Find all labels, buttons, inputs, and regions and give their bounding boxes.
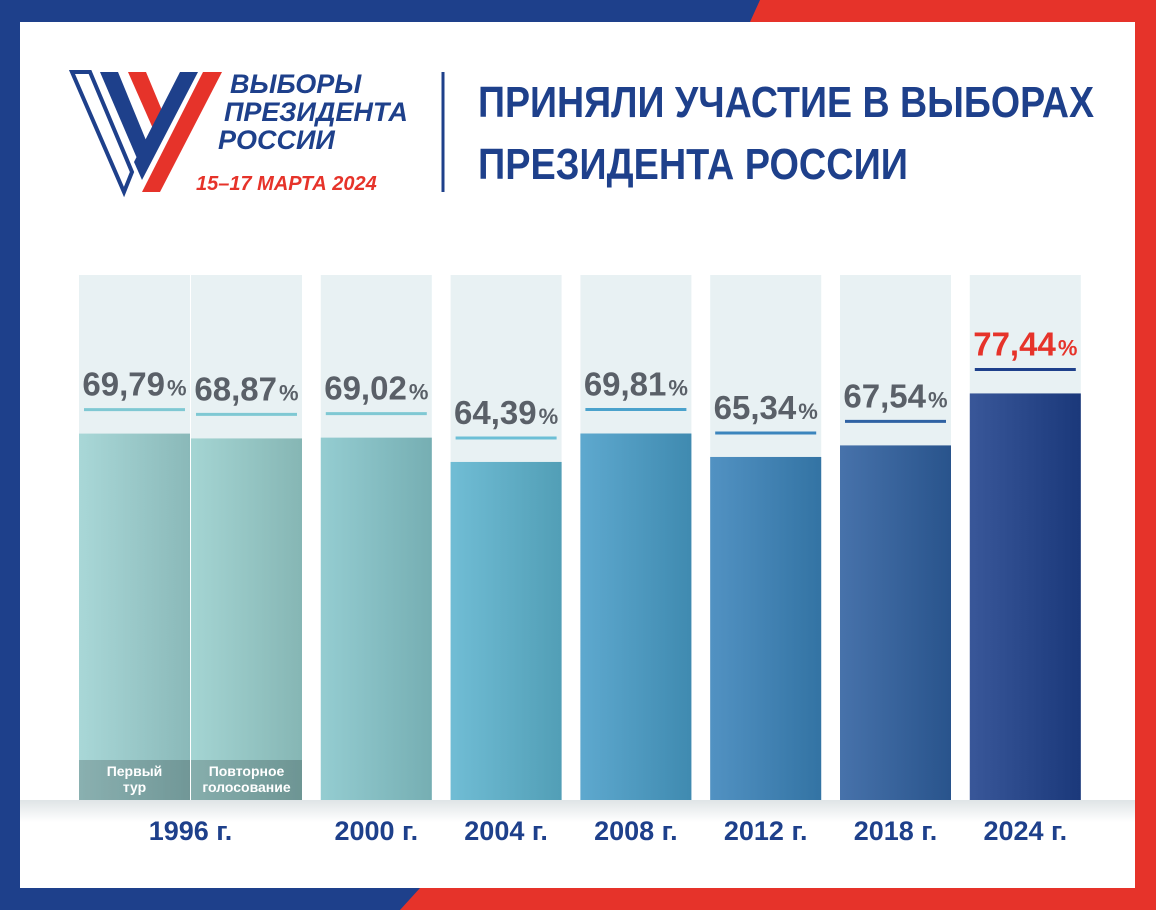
bar-caption: тур xyxy=(123,779,146,795)
value-number: 69,79 xyxy=(82,366,165,403)
value-label: 69,81% xyxy=(584,365,688,402)
value-number: 69,81 xyxy=(584,365,667,402)
title-line: ПРЕЗИДЕНТА РОССИИ xyxy=(478,140,908,189)
category-label: 2024 г. xyxy=(983,816,1067,846)
category-label: 2000 г. xyxy=(334,816,418,846)
title-line: ПРИНЯЛИ УЧАСТИЕ В ВЫБОРАХ xyxy=(478,78,1094,127)
bar-shade xyxy=(969,393,1081,800)
logo-line: РОССИИ xyxy=(218,125,335,155)
value-number: 77,44 xyxy=(973,325,1056,362)
bar-caption-band xyxy=(191,760,302,800)
value-number: 67,54 xyxy=(843,377,926,414)
value-unit: % xyxy=(668,375,688,400)
value-number: 68,87 xyxy=(194,370,277,407)
category-label: 2012 г. xyxy=(724,816,808,846)
logo-line: ВЫБОРЫ xyxy=(230,69,362,99)
value-label: 69,79% xyxy=(82,366,186,403)
logo-line: ПРЕЗИДЕНТА xyxy=(224,97,408,127)
value-number: 64,39 xyxy=(454,394,537,431)
bar-caption: Первый xyxy=(107,763,163,779)
value-label: 67,54% xyxy=(843,377,947,414)
bar-caption: голосование xyxy=(202,779,291,795)
bar-shade xyxy=(580,433,692,800)
value-unit: % xyxy=(798,399,818,424)
bar-caption-band xyxy=(79,760,190,800)
category-label: 2018 г. xyxy=(854,816,938,846)
value-unit: % xyxy=(1058,335,1078,360)
value-label: 64,39% xyxy=(454,394,558,431)
bar-shade xyxy=(320,437,432,800)
value-label: 77,44% xyxy=(973,325,1077,362)
value-label: 68,87% xyxy=(194,370,298,407)
floor xyxy=(20,800,1135,822)
value-unit: % xyxy=(409,380,429,405)
bar-shade xyxy=(840,445,951,800)
value-unit: % xyxy=(167,376,187,401)
bar-shade xyxy=(191,438,302,800)
category-label: 1996 г. xyxy=(149,816,233,846)
bar-shade xyxy=(450,461,562,800)
bar-shade xyxy=(710,456,822,800)
bar-caption: Повторное xyxy=(209,763,285,779)
title: ПРИНЯЛИ УЧАСТИЕ В ВЫБОРАХ ПРЕЗИДЕНТА РОСС… xyxy=(478,78,1094,189)
value-label: 65,34% xyxy=(714,389,818,426)
bar-shade xyxy=(79,433,190,800)
category-label: 2008 г. xyxy=(594,816,678,846)
value-unit: % xyxy=(928,387,948,412)
value-unit: % xyxy=(539,404,559,429)
value-number: 69,02 xyxy=(324,370,407,407)
category-label: 2004 г. xyxy=(464,816,548,846)
value-unit: % xyxy=(279,380,299,405)
value-number: 65,34 xyxy=(714,389,797,426)
logo-mark xyxy=(68,70,222,198)
value-label: 69,02% xyxy=(324,370,428,407)
logo-date: 15–17 МАРТА 2024 xyxy=(196,173,377,195)
